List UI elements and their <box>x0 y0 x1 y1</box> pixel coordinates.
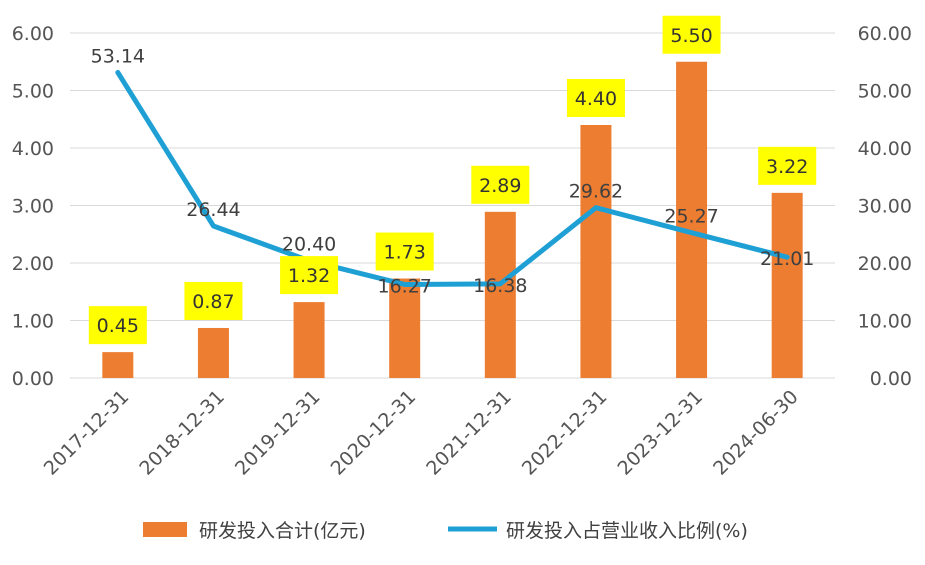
x-tick-label: 2019-12-31 <box>231 386 325 480</box>
line-data-label: 26.44 <box>186 199 240 221</box>
x-tick-label: 2018-12-31 <box>135 386 229 480</box>
line-data-label: 29.62 <box>569 181 623 203</box>
bar-data-label: 0.45 <box>88 306 147 345</box>
bar-series <box>102 61 803 378</box>
bar-label-value: 1.73 <box>384 242 426 264</box>
y-tick-label-left: 2.00 <box>12 253 54 275</box>
bar <box>293 302 325 378</box>
bar-data-labels: 0.45 0.87 1.32 1.73 2.89 4.40 5.50 3.22 <box>88 15 817 345</box>
line-data-label: 16.27 <box>377 275 431 297</box>
bar-data-label: 1.73 <box>375 232 434 271</box>
bar-data-label: 3.22 <box>758 146 817 185</box>
y-tick-label-left: 4.00 <box>12 138 54 160</box>
bar-label-highlight <box>758 146 817 185</box>
bar-label-highlight <box>88 306 147 345</box>
x-axis: 2017-12-31 2018-12-31 2019-12-31 2020-12-31… <box>40 386 803 480</box>
bar-label-value: 2.89 <box>479 175 521 197</box>
bar-data-label: 0.87 <box>184 281 243 320</box>
x-tick-label: 2020-12-31 <box>327 386 421 480</box>
line-data-label: 25.27 <box>664 206 718 228</box>
bar <box>389 278 421 378</box>
line-data-labels: 53.14 26.44 20.40 16.27 16.38 29.62 25.27 21.01 <box>91 45 815 297</box>
y-tick-label-right: 10.00 <box>858 311 912 333</box>
line-data-label: 16.38 <box>473 275 527 297</box>
bar-label-value: 1.32 <box>288 265 330 287</box>
bar <box>676 61 708 378</box>
bar-label-highlight <box>280 256 339 295</box>
x-tick-label: 2024-06-30 <box>709 386 803 480</box>
bar <box>102 352 134 378</box>
x-tick-label: 2023-12-31 <box>613 386 707 480</box>
bar-label-highlight <box>184 281 243 320</box>
y-tick-label-right: 30.00 <box>858 196 912 218</box>
y-tick-label-right: 0.00 <box>870 368 912 390</box>
bar-data-label: 2.89 <box>471 165 530 204</box>
y-tick-label-left: 6.00 <box>12 23 54 45</box>
y-tick-label-left: 0.00 <box>12 368 54 390</box>
bar-label-highlight <box>471 165 530 204</box>
line-series-path <box>115 69 790 287</box>
line-data-label: 20.40 <box>282 234 336 256</box>
line-data-label: 21.01 <box>760 248 814 270</box>
bar <box>771 192 803 378</box>
legend: 研发投入合计(亿元) 研发投入占营业收入比例(%) <box>143 520 748 542</box>
x-tick-label: 2022-12-31 <box>518 386 612 480</box>
gridlines <box>70 32 835 379</box>
y-tick-label-right: 20.00 <box>858 253 912 275</box>
bar-label-highlight <box>375 232 434 271</box>
bar-label-value: 0.87 <box>192 291 234 313</box>
x-tick-label: 2017-12-31 <box>40 386 134 480</box>
y-axis-left: 0.00 1.00 2.00 3.00 4.00 5.00 6.00 <box>12 23 54 390</box>
y-tick-label-right: 60.00 <box>858 23 912 45</box>
bar <box>484 211 516 378</box>
y-tick-label-right: 50.00 <box>858 81 912 103</box>
bar-data-label: 4.40 <box>566 79 625 117</box>
y-tick-label-left: 3.00 <box>12 196 54 218</box>
x-tick-label: 2021-12-31 <box>422 386 516 480</box>
bar-data-label: 1.32 <box>280 256 339 295</box>
line-data-label: 53.14 <box>91 45 145 67</box>
y-tick-label-left: 1.00 <box>12 311 54 333</box>
legend-item-line: 研发投入占营业收入比例(%) <box>448 520 748 542</box>
y-tick-label-left: 5.00 <box>12 81 54 103</box>
bar-label-highlight <box>566 79 625 117</box>
bar-label-value: 3.22 <box>766 156 808 178</box>
bar <box>580 125 612 378</box>
bar-label-value: 4.40 <box>575 88 617 110</box>
bar-data-label: 5.50 <box>662 15 721 54</box>
legend-swatch-bar <box>143 522 187 537</box>
y-axis-right: 0.00 10.00 20.00 30.00 40.00 50.00 60.00 <box>858 23 912 390</box>
bar <box>197 327 229 378</box>
legend-label-bar: 研发投入合计(亿元) <box>199 520 366 542</box>
legend-label-line: 研发投入占营业收入比例(%) <box>506 520 748 542</box>
line-series <box>115 69 790 287</box>
legend-item-bar: 研发投入合计(亿元) <box>143 520 366 542</box>
bar-label-value: 0.45 <box>97 315 139 337</box>
bar-label-highlight <box>662 15 721 54</box>
bar-label-value: 5.50 <box>670 25 712 47</box>
y-tick-label-right: 40.00 <box>858 138 912 160</box>
